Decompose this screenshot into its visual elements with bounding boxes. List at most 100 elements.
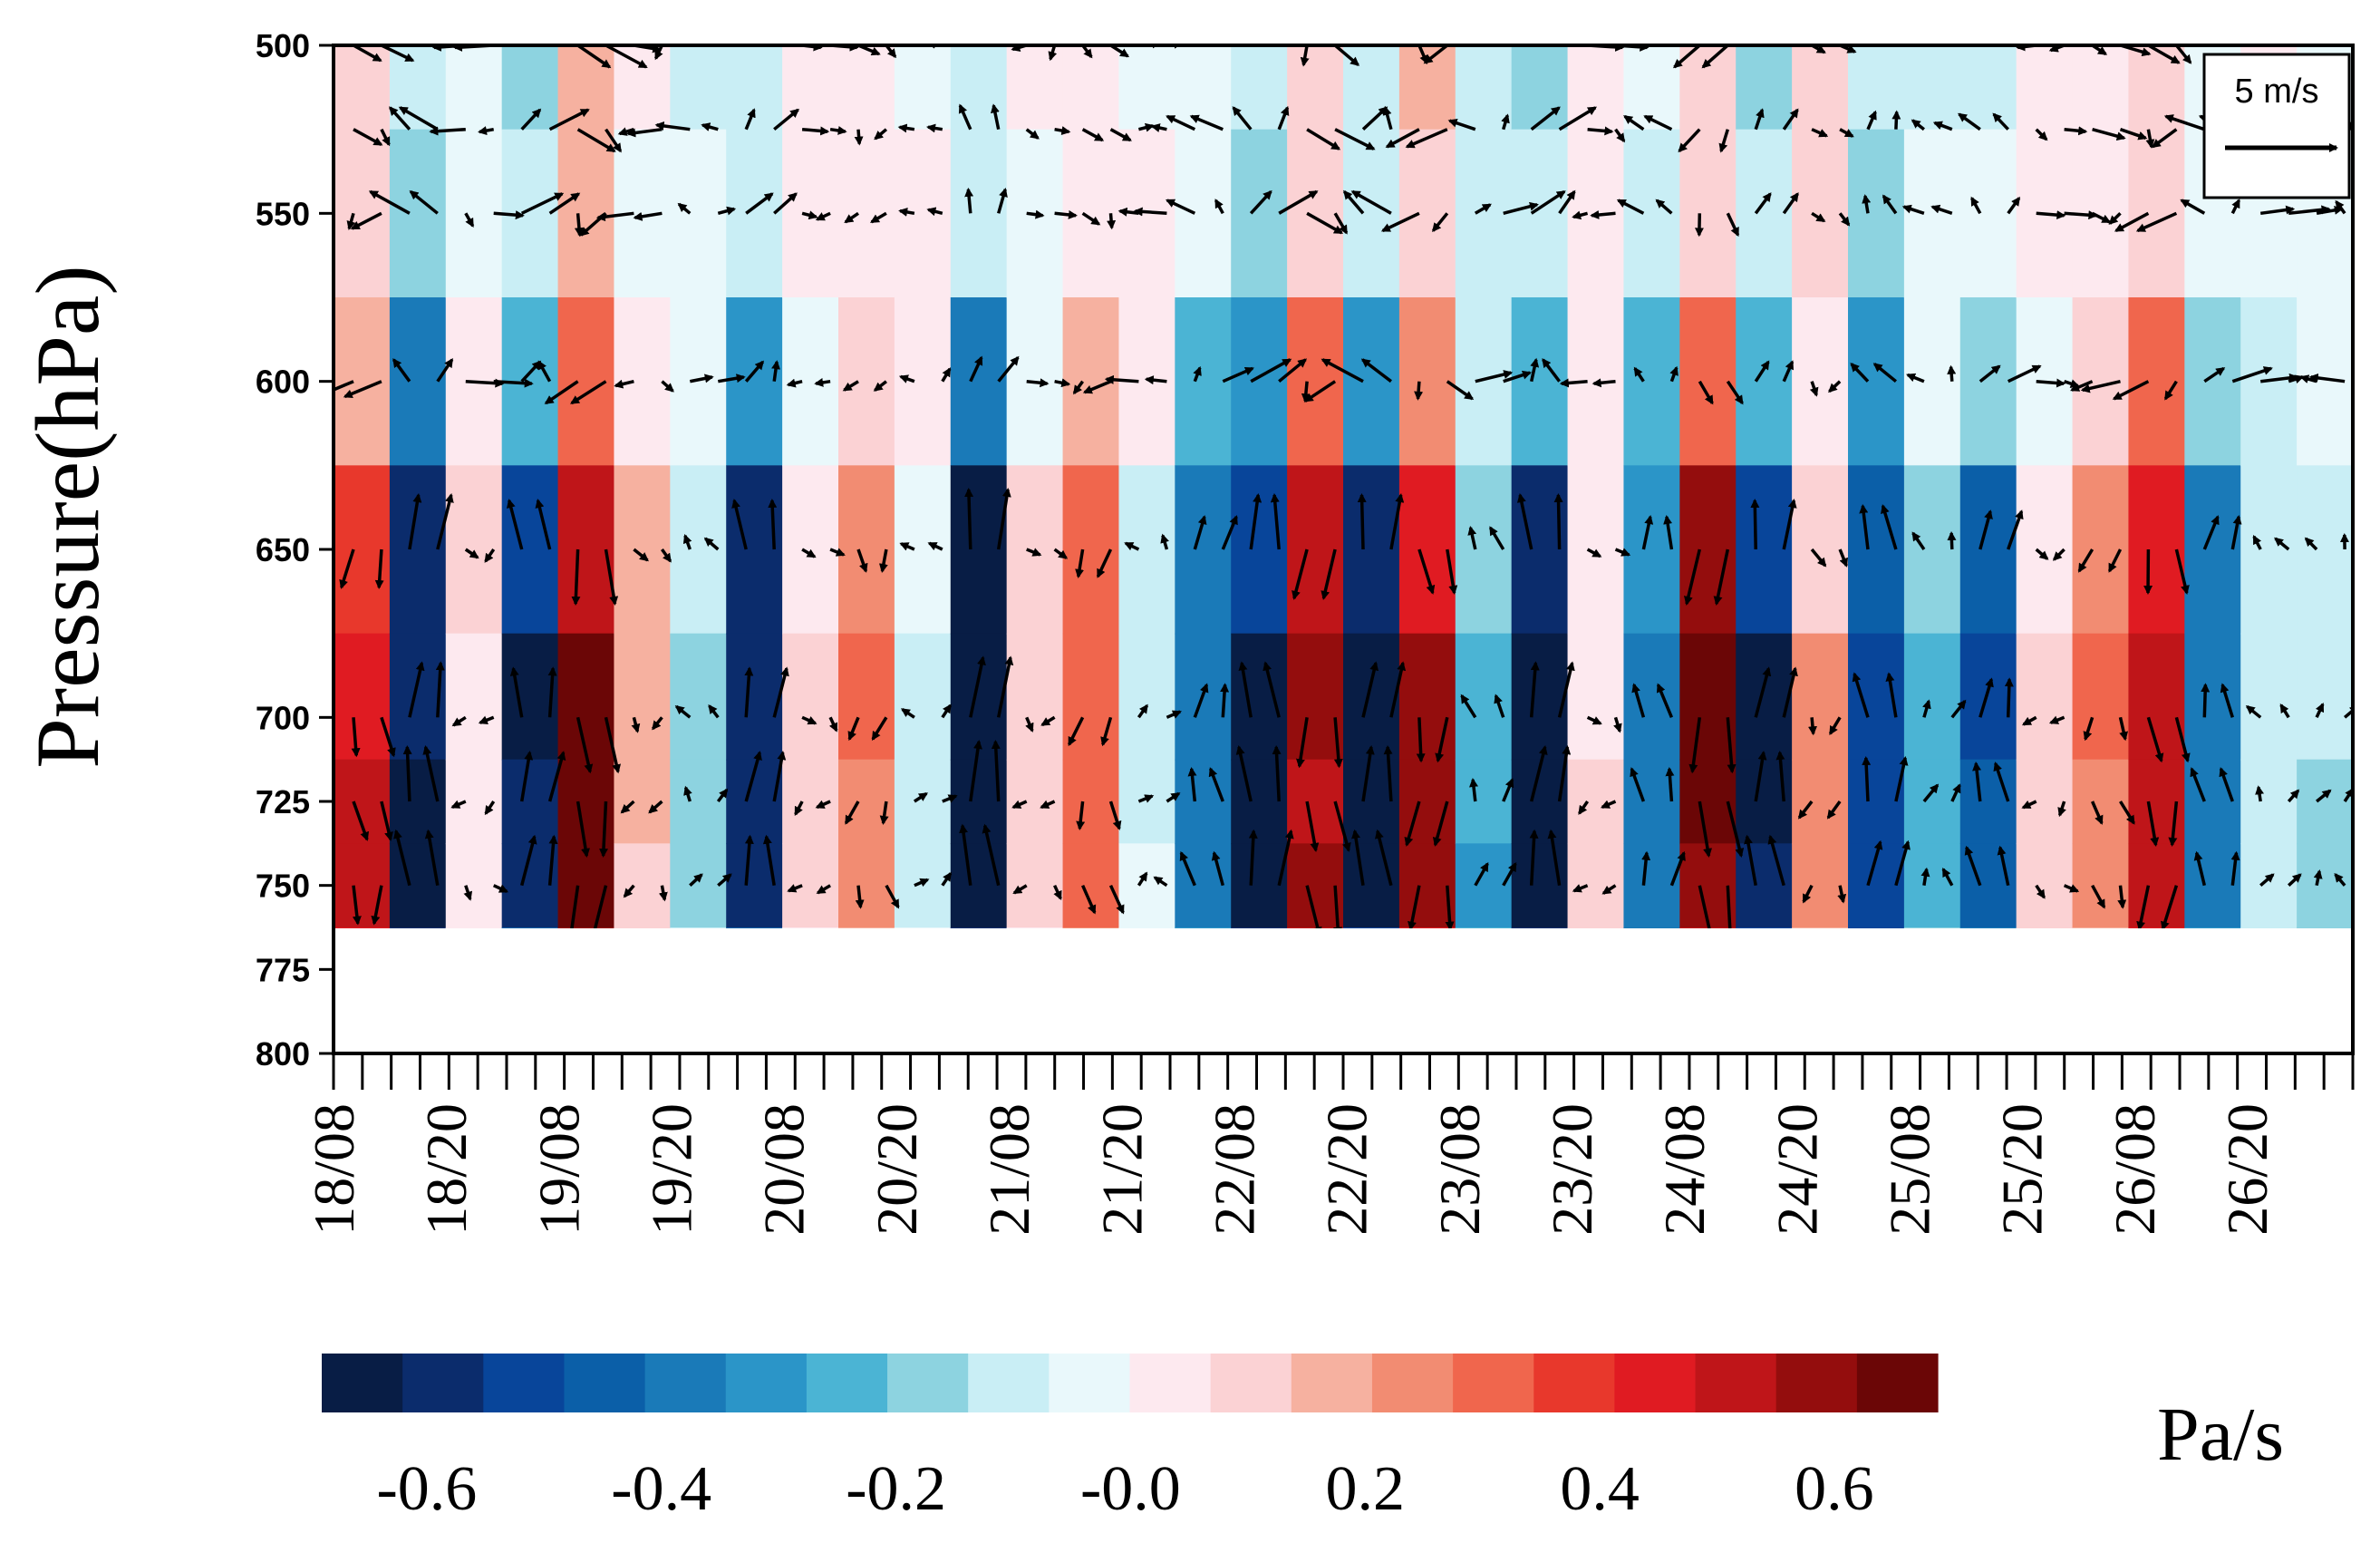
heatmap-cell — [2128, 45, 2186, 131]
heatmap-cell — [1231, 927, 1288, 928]
y-tick-label: 750 — [256, 868, 310, 905]
heatmap-cell — [614, 927, 672, 928]
wind-vector — [2063, 884, 2080, 893]
heatmap-cell — [1567, 759, 1625, 845]
heatmap-cell — [445, 843, 503, 928]
heatmap-cell — [1959, 45, 2017, 131]
wind-vector — [2287, 789, 2300, 803]
wind-vector — [576, 128, 616, 153]
x-tick-label: 22/08 — [1202, 1103, 1266, 1236]
heatmap-cell — [1287, 129, 1344, 298]
wind-vector — [2035, 548, 2049, 560]
wind-vector — [744, 360, 765, 383]
wind-vector — [402, 745, 412, 802]
wind-vector — [968, 45, 971, 46]
wind-vector — [2334, 872, 2346, 887]
wind-vector — [997, 355, 1020, 383]
wind-vector — [631, 716, 641, 733]
wind-vector — [1631, 683, 1646, 718]
wind-vector — [878, 548, 888, 573]
heatmap-cell — [501, 759, 559, 845]
wind-vector — [1400, 969, 1419, 986]
wind-vector — [1558, 189, 1576, 215]
wind-vector — [991, 103, 1001, 131]
wind-vector — [996, 488, 1011, 550]
x-tick-label: 23/08 — [1427, 1103, 1492, 1236]
heatmap-cell — [501, 633, 559, 761]
wind-vector — [1616, 199, 1645, 215]
heatmap-cell — [445, 633, 503, 761]
heatmap-cell — [614, 465, 672, 635]
colorbar-swatch — [1210, 1354, 1292, 1412]
heatmap-cell — [1623, 465, 1681, 635]
wind-vector — [346, 212, 356, 231]
wind-vector — [771, 360, 780, 382]
wind-vector — [2219, 767, 2234, 802]
wind-vector — [2147, 45, 2181, 64]
wind-vector — [1930, 204, 1953, 215]
colorbar-label: 0.6 — [1795, 1454, 1874, 1524]
wind-vector — [1026, 378, 1050, 388]
wind-vector — [520, 192, 565, 215]
heatmap-cell — [726, 927, 783, 928]
wind-vector — [745, 192, 774, 215]
heatmap-cell — [334, 45, 391, 131]
wind-vector — [544, 380, 579, 405]
heatmap-cell — [1455, 843, 1513, 928]
wind-vector — [389, 106, 411, 131]
heatmap-cell — [670, 927, 728, 928]
heatmap-cell — [389, 465, 447, 635]
wind-vector — [484, 548, 496, 563]
heatmap-cell — [950, 45, 1008, 131]
wind-vector — [801, 715, 818, 725]
wind-vector — [2035, 884, 2046, 899]
wind-vector — [598, 801, 608, 858]
colorbar: -0.6 -0.4 -0.2 -0.0 0.2 0.4 0.6 — [322, 1354, 1939, 1524]
wind-vector — [772, 751, 787, 802]
heatmap-cell — [838, 45, 895, 131]
heatmap-cell — [782, 927, 839, 928]
wind-vector — [1947, 531, 1957, 550]
wind-vector — [1103, 969, 1111, 981]
wind-vector — [879, 801, 889, 825]
heatmap-cell — [1623, 45, 1681, 131]
wind-vector — [1504, 961, 1516, 970]
wind-vector — [1272, 745, 1282, 802]
heatmap-cell — [557, 297, 615, 467]
wind-vector — [522, 950, 547, 970]
wind-vector — [1698, 885, 1711, 928]
wind-vector — [1108, 801, 1122, 830]
wind-vector — [2252, 535, 2262, 550]
colorbar-swatch — [1049, 1354, 1131, 1412]
wind-vector — [478, 126, 495, 136]
wind-vector — [2007, 196, 2021, 215]
wind-vector — [1713, 548, 1730, 606]
wind-vector — [2259, 373, 2299, 383]
wind-vector — [343, 380, 382, 399]
wind-vector — [1754, 751, 1767, 802]
wind-vector — [1307, 969, 1330, 989]
wind-vector — [1361, 745, 1375, 802]
wind-vector — [1295, 717, 1309, 769]
wind-vector — [969, 740, 982, 802]
wind-vector — [1590, 209, 1616, 219]
heatmap-cell — [1118, 633, 1176, 761]
wind-vector — [1249, 493, 1263, 550]
colorbar-swatch — [1291, 1354, 1373, 1412]
wind-vector — [1238, 661, 1253, 718]
wind-vector — [1572, 884, 1589, 893]
wind-vector — [1797, 800, 1814, 820]
wind-vector — [953, 946, 971, 969]
heatmap-cell — [1343, 927, 1400, 928]
heatmap-cell — [1792, 633, 1849, 761]
x-tick-label: 26/20 — [2215, 1103, 2279, 1236]
wind-vector — [964, 488, 974, 550]
heatmap-cell — [389, 297, 447, 467]
heatmap-cell — [726, 129, 783, 298]
wind-vector — [1446, 548, 1458, 595]
wind-vector — [1361, 661, 1379, 718]
heatmap-cell — [334, 297, 391, 467]
wind-vector — [353, 45, 382, 63]
wind-vector — [1669, 365, 1679, 383]
wind-vector — [509, 666, 524, 718]
